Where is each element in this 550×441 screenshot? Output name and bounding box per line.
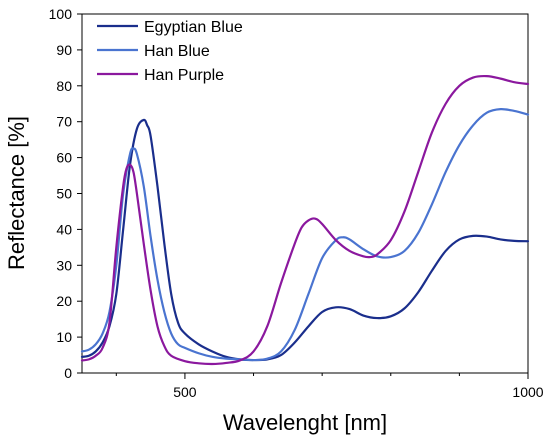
series-line [80,74,530,366]
x-axis-title: Wavelenght [nm] [223,410,387,435]
x-axis-ticks: 500 1000 [115,373,544,400]
legend-label: Han Purple [144,67,224,84]
y-tick-label: 60 [56,150,72,166]
series-line [80,107,530,362]
y-tick-label: 80 [56,78,72,94]
y-tick-label: 10 [56,329,72,345]
y-tick-label: 70 [56,114,72,130]
y-tick-label: 30 [56,257,72,273]
plot-area [81,13,529,374]
y-tick-label: 100 [49,6,73,22]
y-axis-title: Reflectance [%] [4,116,29,270]
x-tick-label: 500 [173,384,197,400]
y-tick-label: 50 [56,186,72,202]
y-tick-label: 90 [56,42,72,58]
legend: Egyptian Blue Han Blue Han Purple [97,19,243,84]
legend-label: Egyptian Blue [144,19,243,36]
x-tick-label: 1000 [512,384,543,400]
y-axis-ticks: 0 10 20 30 40 50 60 70 80 90 100 [49,6,82,381]
y-tick-label: 20 [56,293,72,309]
series-lines [80,74,530,366]
y-tick-label: 40 [56,221,72,237]
y-tick-label: 0 [64,365,72,381]
legend-label: Han Blue [144,43,210,60]
